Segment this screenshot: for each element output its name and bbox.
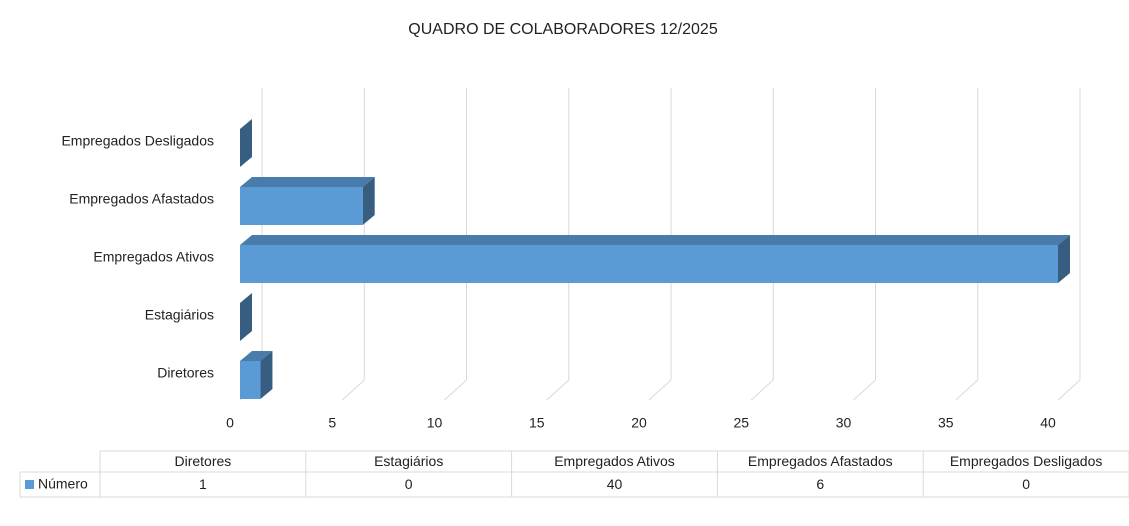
table-value: 0 — [1022, 476, 1030, 492]
x-tick-label: 40 — [1040, 415, 1056, 431]
x-tick-label: 30 — [836, 415, 852, 431]
floor-line — [648, 379, 672, 401]
bar-side — [240, 119, 252, 167]
chart-title: QUADRO DE COLABORADORES 12/2025 — [408, 21, 718, 38]
floor-line — [955, 379, 979, 401]
table-value: 6 — [816, 476, 824, 492]
bar — [240, 361, 261, 399]
table-value: 1 — [199, 476, 207, 492]
table-value: 40 — [607, 476, 623, 492]
bar-top — [240, 235, 1070, 245]
x-tick-label: 20 — [631, 415, 647, 431]
y-tick-label: Empregados Desligados — [61, 133, 214, 149]
table-header: Empregados Desligados — [950, 453, 1103, 469]
bar-side — [1058, 235, 1070, 283]
bar — [240, 187, 363, 225]
y-tick-label: Empregados Afastados — [69, 191, 214, 207]
table-header: Empregados Afastados — [748, 453, 893, 469]
floor-line — [444, 379, 467, 401]
x-tick-label: 25 — [733, 415, 749, 431]
floor-line — [853, 379, 876, 401]
legend-swatch — [25, 480, 34, 489]
y-tick-label: Estagiários — [145, 307, 214, 323]
x-tick-label: 5 — [328, 415, 336, 431]
floor-line — [546, 379, 570, 401]
y-tick-label: Diretores — [157, 365, 214, 381]
table-header: Empregados Ativos — [554, 453, 675, 469]
table-header: Diretores — [175, 453, 232, 469]
bar-side — [362, 177, 375, 225]
bar-top — [240, 177, 375, 187]
floor-line — [1057, 379, 1081, 401]
x-tick-label: 15 — [529, 415, 545, 431]
floor-line — [341, 379, 365, 401]
bar — [240, 245, 1058, 283]
bar-side — [260, 351, 273, 399]
floor-line — [750, 379, 774, 401]
table-value: 0 — [405, 476, 413, 492]
bar-side — [240, 293, 252, 341]
y-tick-label: Empregados Ativos — [93, 249, 214, 265]
legend-label: Número — [38, 476, 88, 492]
x-tick-label: 35 — [938, 415, 954, 431]
bar-top — [240, 351, 273, 361]
x-tick-label: 10 — [427, 415, 443, 431]
table-header: Estagiários — [374, 453, 443, 469]
x-tick-label: 0 — [226, 415, 234, 431]
